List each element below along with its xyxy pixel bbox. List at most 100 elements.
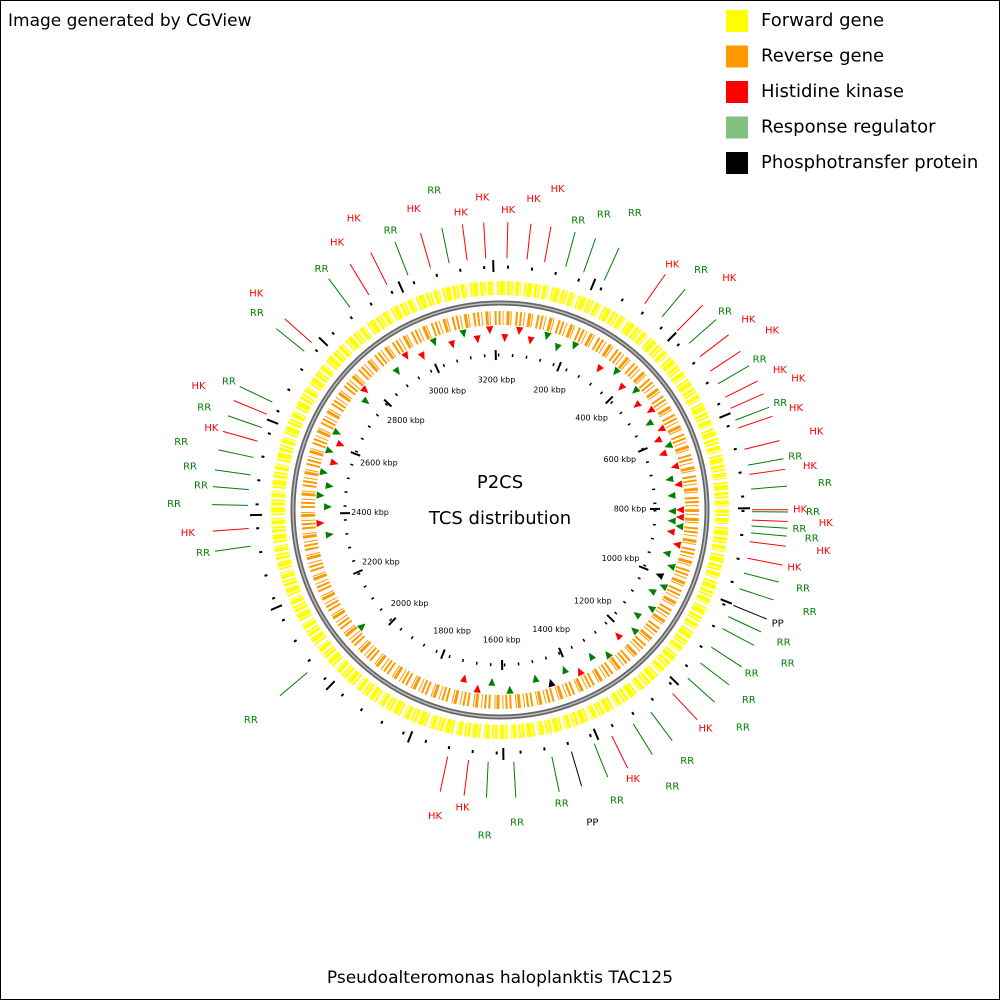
scale-tick (556, 361, 562, 372)
feature-leader (583, 238, 597, 273)
feature-leader (747, 458, 784, 466)
outer-scale-tick (720, 598, 733, 605)
feature-label: HK (789, 403, 804, 414)
scale-label: 600 kbp (604, 455, 637, 464)
feature-label: HK (793, 505, 808, 516)
feature-arrow (578, 667, 585, 677)
feature-arrow (401, 351, 409, 360)
feature-arrow (562, 665, 570, 675)
feature-arrow (633, 400, 642, 408)
feature-leader (750, 532, 787, 537)
feature-label: RR (694, 265, 708, 276)
feature-leader (485, 761, 489, 798)
feature-leader (672, 693, 698, 721)
feature-arrow (588, 652, 597, 662)
feature-arrow (429, 337, 437, 347)
outer-scale-tick (667, 331, 677, 342)
outer-scale-tick (719, 412, 731, 419)
feature-leader (218, 449, 254, 458)
feature-arrow (473, 684, 481, 693)
legend-swatch (726, 81, 748, 103)
feature-leader (738, 415, 773, 429)
scale-label: 400 kbp (575, 413, 608, 422)
feature-label: HK (249, 289, 264, 300)
feature-leader (349, 263, 370, 296)
feature-label: HK (347, 214, 362, 225)
legend-label: Histidine kinase (761, 81, 904, 102)
feature-label: RR (753, 355, 767, 366)
feature-leader (717, 365, 750, 385)
feature-leader (611, 735, 629, 769)
feature-arrow (544, 331, 552, 341)
feature-leader (420, 233, 431, 268)
feature-arrow (596, 363, 604, 373)
feature-leader (700, 662, 730, 686)
feature-leader (513, 761, 517, 798)
feature-arrow (459, 329, 467, 338)
feature-leader (751, 525, 788, 529)
feature-label: HK (722, 273, 737, 284)
feature-leader (722, 628, 755, 646)
feature-leader (544, 226, 552, 263)
scale-label: 1800 kbp (433, 626, 471, 635)
feature-leader (370, 252, 388, 286)
feature-arrow (675, 513, 684, 522)
header: Image generated by CGView (8, 11, 252, 31)
feature-leader (570, 751, 583, 787)
outer-scale-tick (318, 336, 329, 347)
feature-label: HK (181, 528, 196, 539)
feature-arrow (667, 491, 676, 499)
feature-arrow (675, 506, 684, 514)
feature-arrow (448, 339, 455, 349)
feature-label: HK (791, 373, 806, 384)
feature-leader (214, 469, 251, 476)
scale-tick (638, 565, 649, 571)
scale-label: 1200 kbp (574, 596, 612, 605)
outer-scale-dots (255, 265, 745, 755)
feature-label: RR (510, 818, 524, 829)
feature-label: HK (204, 423, 219, 434)
feature-leader (284, 318, 312, 344)
scale-tick (558, 647, 564, 658)
feature-arrow (324, 503, 333, 511)
outer-scale-tick (406, 730, 414, 743)
feature-leader (565, 231, 576, 267)
feature-label: HK (626, 774, 641, 785)
feature-leader (279, 672, 308, 697)
feature-label: HK (428, 811, 443, 822)
feature-leader (733, 604, 767, 620)
feature-label: RR (197, 403, 211, 414)
legend-swatch (726, 45, 748, 68)
feature-leader (328, 278, 351, 308)
feature-arrow (664, 440, 674, 448)
feature-arrow (659, 584, 669, 592)
feature-label: PP (586, 818, 598, 829)
feature-label: RR (665, 782, 679, 793)
feature-arrow (501, 334, 509, 343)
feature-leader (710, 350, 741, 372)
feature-arrow (618, 382, 627, 391)
feature-leader (239, 386, 273, 403)
feature-arrow (645, 418, 655, 426)
footer: Pseudoalteromonas haloplanktis TAC125 (327, 968, 673, 988)
feature-arrow (332, 427, 341, 435)
inner-scale-dots (343, 353, 657, 667)
feature-leader (751, 485, 788, 490)
feature-arrow (417, 351, 425, 360)
feature-arrow (527, 336, 535, 345)
feature-leader (526, 223, 532, 260)
feature-leader (688, 319, 717, 344)
feature-leader (275, 328, 305, 352)
feature-arrow (662, 550, 672, 558)
feature-label: RR (183, 461, 197, 472)
feature-label: RR (384, 226, 398, 237)
feature-label: RR (315, 264, 329, 275)
feature-label: RR (478, 831, 492, 842)
scale-tick (388, 617, 397, 626)
feature-arrow (615, 632, 624, 641)
feature-leader (214, 545, 251, 552)
feature-arrow (485, 326, 494, 335)
feature-label: HK (809, 426, 824, 437)
feature-leader (463, 759, 470, 796)
